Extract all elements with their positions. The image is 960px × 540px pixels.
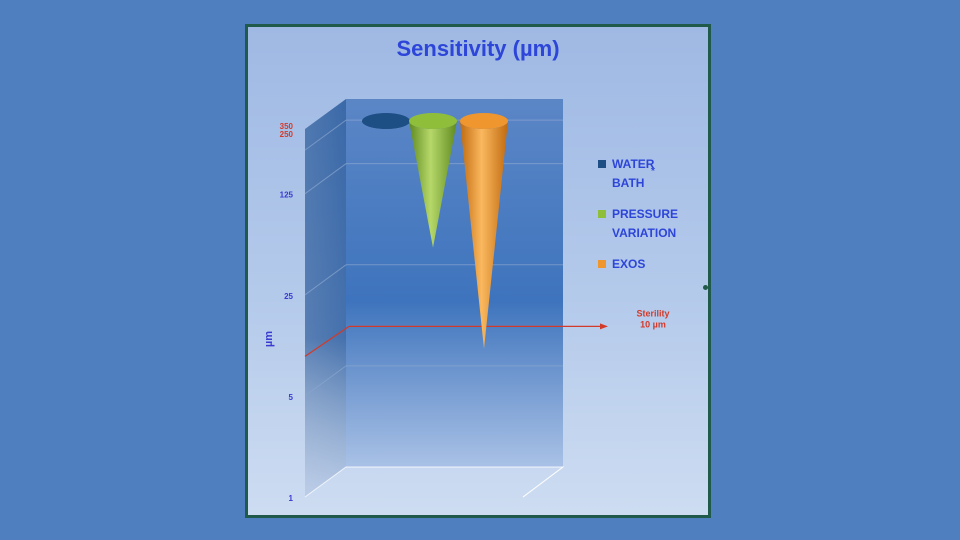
sterility-line-side	[304, 325, 350, 357]
y-tick-label: 5	[289, 393, 294, 402]
cone-cap	[460, 113, 508, 129]
gridline-side	[304, 264, 347, 296]
chart-walls	[304, 99, 565, 498]
legend-swatch	[598, 160, 606, 168]
legend-label: EXOS	[612, 257, 645, 271]
gridline-side	[304, 119, 347, 151]
chart-floor-edge	[304, 466, 565, 498]
gridline-side	[304, 365, 347, 397]
chart-title: Sensitivity (µm)	[396, 36, 559, 61]
chart-floor-right-edge	[522, 466, 564, 498]
sterility-label: Sterility	[636, 308, 669, 318]
cone-pressure-variation	[409, 113, 457, 248]
legend-label: BATH	[612, 176, 644, 190]
cone-body	[460, 121, 508, 349]
chart-side-wall-fade	[305, 99, 346, 497]
cone-body	[409, 121, 457, 248]
cone-exos	[460, 113, 508, 349]
legend-label: VARIATION	[612, 226, 676, 240]
legend-label: PRESSURE	[612, 207, 678, 221]
legend-swatch	[598, 260, 606, 268]
legend-label: WATER	[612, 157, 655, 171]
chart-back-wall	[346, 99, 563, 467]
y-tick-label: 250	[280, 130, 294, 139]
y-tick-label: 125	[280, 191, 294, 200]
cone-water-bath	[362, 113, 410, 129]
cone-cap	[409, 113, 457, 129]
chart-slide-frame: Sensitivity (µm) 1 5 25 125 250 350 Sterility…	[245, 24, 711, 518]
chart-series-marks	[362, 113, 508, 349]
y-tick-label: 25	[284, 292, 293, 301]
sterility-value-label: 10 µm	[640, 319, 666, 329]
gridline-side	[304, 163, 347, 195]
chart-legend: WATER BATH PRESSURE VARIATION EXOS *	[598, 157, 678, 271]
sterility-arrowhead	[600, 323, 608, 330]
frame-marker-dot	[703, 285, 708, 290]
legend-asterisk: *	[651, 166, 655, 177]
y-tick-label: 1	[289, 494, 294, 503]
legend-swatch	[598, 210, 606, 218]
cone-cap	[362, 113, 410, 129]
y-axis-label: µm	[263, 331, 275, 347]
y-tick-label: 350	[280, 122, 294, 131]
